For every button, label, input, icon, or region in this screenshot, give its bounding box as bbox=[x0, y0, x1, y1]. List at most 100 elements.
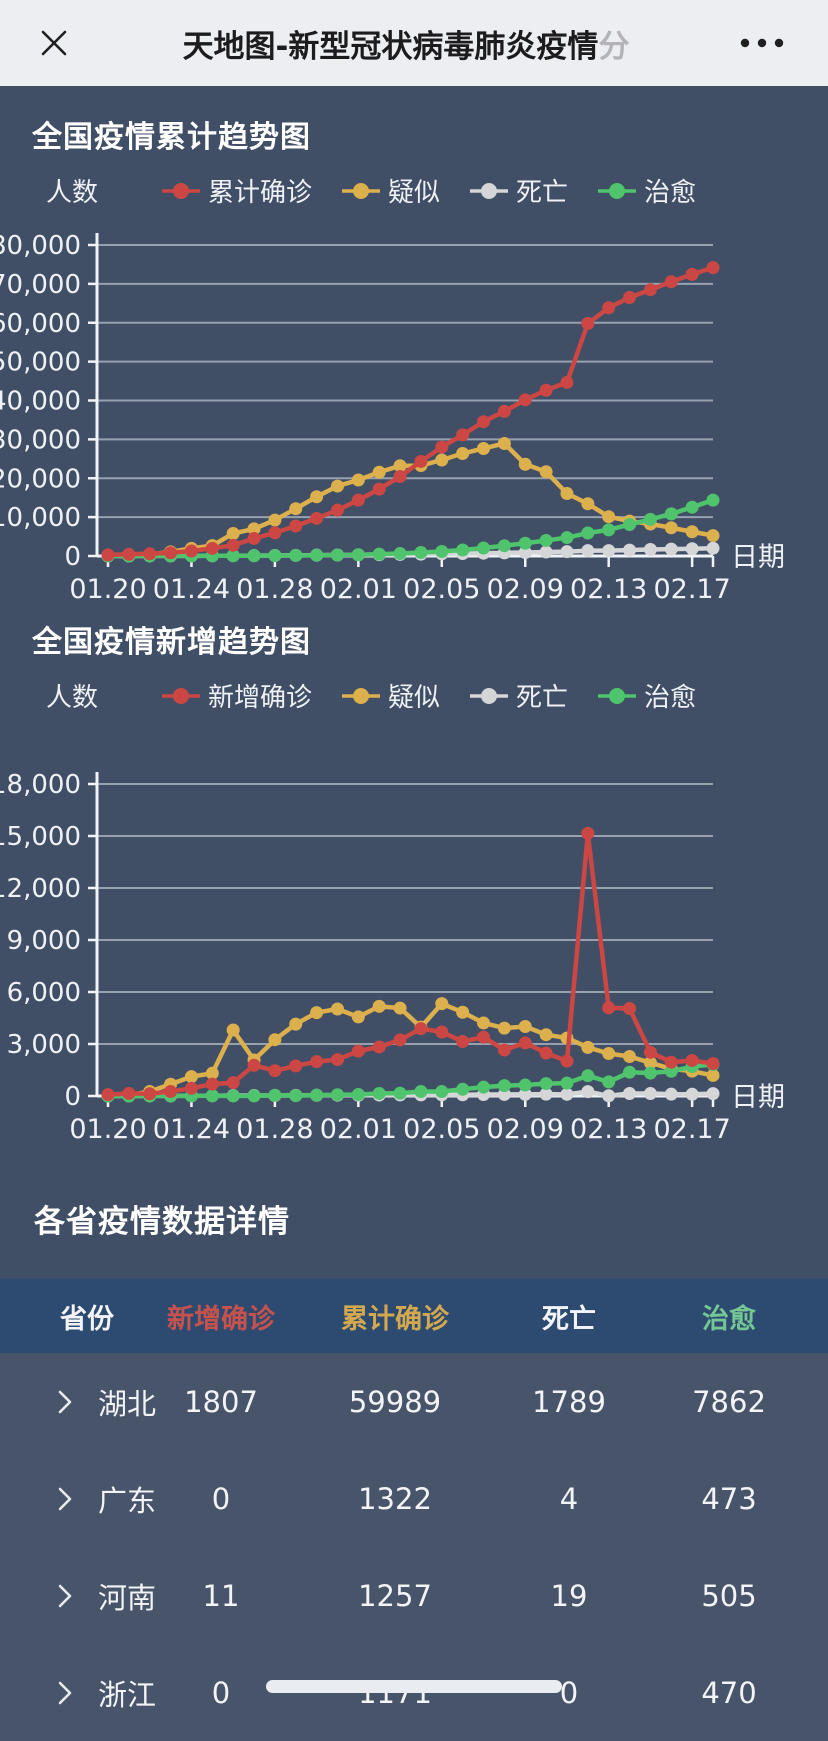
province-cell[interactable]: 河南 bbox=[0, 1575, 160, 1617]
svg-text:9,000: 9,000 bbox=[7, 926, 81, 956]
new_confirmed-value: 0 bbox=[211, 1481, 231, 1516]
svg-text:60,000: 60,000 bbox=[0, 309, 81, 339]
page-title-text: 天地图-新型冠状病毒肺炎疫情 bbox=[182, 28, 599, 65]
legend-marker-icon bbox=[162, 687, 201, 704]
daily-new-chart-section: 全国疫情新增趋势图 人数 新增确诊 疑似 死亡 治愈 0 3,000 6,000 9,000 1… bbox=[0, 617, 828, 1146]
legend-label: 新增确诊 bbox=[208, 683, 313, 713]
svg-text:70,000: 70,000 bbox=[0, 270, 81, 300]
svg-text:3,000: 3,000 bbox=[7, 1030, 81, 1060]
legend-marker-icon bbox=[598, 182, 637, 199]
daily-new-chart-legend: 人数 新增确诊 疑似 死亡 治愈 bbox=[46, 677, 828, 714]
table-row[interactable]: 河南 11 1257 19 505 bbox=[0, 1547, 828, 1644]
legend-item-1-2[interactable]: 死亡 bbox=[470, 677, 568, 714]
chevron-right-icon bbox=[58, 1681, 72, 1704]
cured-value: 470 bbox=[701, 1675, 757, 1710]
column-header-0: 省份 bbox=[60, 1303, 114, 1335]
legend-item-0-3[interactable]: 治愈 bbox=[598, 172, 696, 209]
legend-marker-icon bbox=[598, 687, 637, 704]
confirmed-value: 59989 bbox=[348, 1384, 442, 1419]
daily-new-chart-title: 全国疫情新增趋势图 bbox=[32, 625, 311, 660]
province-name: 湖北 bbox=[98, 1386, 157, 1421]
y-axis-name: 人数 bbox=[46, 178, 99, 208]
svg-text:02.09: 02.09 bbox=[487, 574, 564, 605]
svg-text:12,000: 12,000 bbox=[0, 874, 81, 904]
legend-label: 疑似 bbox=[388, 683, 441, 713]
cured-value: 473 bbox=[701, 1481, 757, 1516]
cumulative-chart-section: 全国疫情累计趋势图 人数 累计确诊 疑似 死亡 治愈 0 10,000 20,000 30,0… bbox=[0, 112, 828, 607]
svg-text:02.05: 02.05 bbox=[403, 574, 480, 605]
svg-text:02.17: 02.17 bbox=[653, 1114, 730, 1145]
cumulative-chart-legend: 人数 累计确诊 疑似 死亡 治愈 bbox=[46, 172, 828, 209]
page-title: 天地图-新型冠状病毒肺炎疫情分 bbox=[74, 21, 738, 66]
svg-text:18,000: 18,000 bbox=[0, 770, 81, 800]
close-button[interactable] bbox=[34, 23, 74, 63]
province-name: 广东 bbox=[98, 1483, 157, 1518]
province-table-title: 各省疫情数据详情 bbox=[34, 1204, 290, 1240]
y-axis-name: 人数 bbox=[46, 683, 99, 713]
svg-text:0: 0 bbox=[64, 1082, 81, 1112]
svg-text:0: 0 bbox=[64, 542, 81, 572]
page-title-truncated-char: 分 bbox=[598, 28, 630, 65]
column-header-2: 累计确诊 bbox=[341, 1303, 449, 1335]
svg-text:02.13: 02.13 bbox=[570, 574, 647, 605]
svg-text:01.20: 01.20 bbox=[69, 1114, 146, 1145]
svg-text:02.05: 02.05 bbox=[403, 1114, 480, 1145]
legend-marker-icon bbox=[162, 182, 201, 199]
table-header-row: 省份 新增确诊 累计确诊 死亡 治愈 bbox=[0, 1279, 828, 1353]
legend-label: 死亡 bbox=[516, 178, 569, 208]
legend-label: 治愈 bbox=[644, 683, 697, 713]
cumulative-trend-chart: 0 10,000 20,000 30,000 40,000 50,000 60,000 70,… bbox=[0, 231, 785, 605]
column-header-3: 死亡 bbox=[542, 1303, 596, 1335]
legend-label: 死亡 bbox=[516, 683, 569, 713]
table-body: 湖北 1807 59989 1789 7862 广东 0 1322 4 473 河南 11 1257 19… bbox=[0, 1353, 828, 1741]
more-icon[interactable] bbox=[738, 36, 794, 50]
new_confirmed-value: 11 bbox=[202, 1578, 240, 1613]
legend-item-1-3[interactable]: 治愈 bbox=[598, 677, 696, 714]
svg-text:02.01: 02.01 bbox=[320, 1114, 397, 1145]
legend-item-1-0[interactable]: 新增确诊 bbox=[162, 677, 312, 714]
svg-text:日期: 日期 bbox=[731, 542, 785, 573]
death-value: 1789 bbox=[532, 1384, 606, 1419]
cumulative-chart-title: 全国疫情累计趋势图 bbox=[32, 120, 311, 155]
svg-text:02.01: 02.01 bbox=[320, 574, 397, 605]
close-icon[interactable] bbox=[37, 26, 71, 60]
svg-text:01.24: 01.24 bbox=[153, 574, 230, 605]
province-name: 河南 bbox=[98, 1580, 157, 1615]
new_confirmed-value: 1807 bbox=[184, 1384, 258, 1419]
legend-item-0-0[interactable]: 累计确诊 bbox=[162, 172, 312, 209]
svg-text:10,000: 10,000 bbox=[0, 503, 81, 533]
chevron-right-icon bbox=[58, 1390, 72, 1413]
confirmed-value: 1257 bbox=[358, 1578, 432, 1613]
cured-value: 505 bbox=[701, 1578, 757, 1613]
legend-item-1-1[interactable]: 疑似 bbox=[342, 677, 440, 714]
death-value: 0 bbox=[559, 1675, 579, 1710]
table-row[interactable]: 湖北 1807 59989 1789 7862 bbox=[0, 1353, 828, 1450]
death-value: 19 bbox=[550, 1578, 588, 1613]
svg-text:50,000: 50,000 bbox=[0, 348, 81, 378]
svg-text:01.28: 01.28 bbox=[236, 1114, 313, 1145]
province-cell[interactable]: 湖北 bbox=[0, 1381, 160, 1423]
legend-label: 治愈 bbox=[644, 178, 697, 208]
svg-text:30,000: 30,000 bbox=[0, 425, 81, 455]
legend-item-0-2[interactable]: 死亡 bbox=[470, 172, 568, 209]
chevron-right-icon bbox=[58, 1487, 72, 1510]
province-cell[interactable]: 浙江 bbox=[0, 1672, 160, 1714]
svg-text:40,000: 40,000 bbox=[0, 387, 81, 417]
table-row[interactable]: 广东 0 1322 4 473 bbox=[0, 1450, 828, 1547]
province-cell[interactable]: 广东 bbox=[0, 1478, 160, 1520]
titlebar: 天地图-新型冠状病毒肺炎疫情分 bbox=[0, 0, 828, 86]
svg-text:6,000: 6,000 bbox=[7, 978, 81, 1008]
svg-text:02.09: 02.09 bbox=[487, 1114, 564, 1145]
svg-text:20,000: 20,000 bbox=[0, 464, 81, 494]
more-menu-button[interactable] bbox=[738, 23, 794, 63]
legend-item-0-1[interactable]: 疑似 bbox=[342, 172, 440, 209]
home-indicator[interactable] bbox=[266, 1680, 562, 1693]
legend-marker-icon bbox=[342, 687, 381, 704]
daily-new-trend-chart: 03,0006,0009,00012,00015,00018,00001.200… bbox=[0, 770, 785, 1145]
cured-value: 7862 bbox=[692, 1384, 766, 1419]
chevron-right-icon bbox=[58, 1584, 72, 1607]
legend-marker-icon bbox=[470, 687, 509, 704]
legend-label: 疑似 bbox=[388, 178, 441, 208]
province-name: 浙江 bbox=[98, 1677, 157, 1712]
column-header-4: 治愈 bbox=[702, 1303, 756, 1335]
